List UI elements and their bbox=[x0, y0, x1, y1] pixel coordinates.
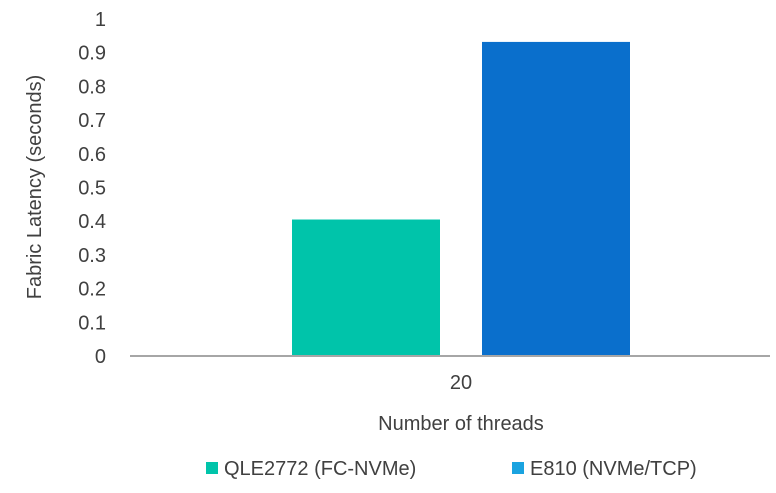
y-tick-label: 0.8 bbox=[78, 76, 106, 98]
y-axis-label: Fabric Latency (seconds) bbox=[24, 75, 46, 300]
x-axis-label: Number of threads bbox=[378, 413, 544, 435]
legend-marker-qle2772 bbox=[206, 462, 218, 474]
y-tick-label: 0 bbox=[95, 346, 106, 368]
legend: QLE2772 (FC-NVMe) E810 (NVMe/TCP) bbox=[206, 458, 697, 480]
y-tick-label: 0.7 bbox=[78, 110, 106, 132]
y-tick-label: 0.6 bbox=[78, 144, 106, 166]
bars-group bbox=[292, 41, 630, 356]
legend-marker-e810 bbox=[512, 462, 524, 474]
x-tick-label: 20 bbox=[450, 372, 472, 394]
y-tick-label: 0.5 bbox=[78, 178, 106, 200]
y-tick-label: 0.2 bbox=[78, 279, 106, 301]
legend-label-e810: E810 (NVMe/TCP) bbox=[530, 458, 697, 480]
bar-e810 bbox=[482, 41, 630, 356]
legend-label-qle2772: QLE2772 (FC-NVMe) bbox=[224, 458, 416, 480]
y-tick-label: 1 bbox=[95, 9, 106, 31]
y-tick-label: 0.9 bbox=[78, 43, 106, 65]
y-axis-ticks: 0 0.1 0.2 0.3 0.4 0.5 0.6 0.7 0.8 0.9 1 bbox=[78, 9, 106, 368]
bar-qle2772 bbox=[292, 219, 440, 356]
y-tick-label: 0.1 bbox=[78, 312, 106, 334]
y-tick-label: 0.4 bbox=[78, 211, 106, 233]
x-axis-ticks: 20 bbox=[450, 372, 472, 394]
y-tick-label: 0.3 bbox=[78, 245, 106, 267]
